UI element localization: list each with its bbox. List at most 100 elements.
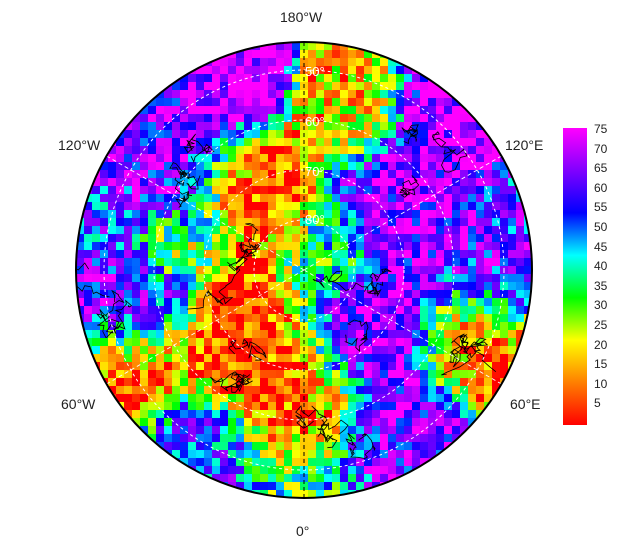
data-cell [436, 226, 445, 235]
data-cell [220, 394, 229, 403]
data-cell [180, 82, 189, 91]
data-cell [364, 434, 373, 443]
data-cell [380, 98, 389, 107]
data-cell [380, 314, 389, 323]
data-cell [420, 218, 429, 227]
data-cell [84, 210, 93, 219]
data-cell [484, 154, 493, 163]
data-cell [436, 162, 445, 171]
data-cell [372, 290, 381, 299]
data-cell [132, 274, 141, 283]
data-cell [220, 458, 229, 467]
data-cell [396, 98, 405, 107]
data-cell [268, 466, 277, 475]
coastline [441, 334, 489, 376]
data-cell [508, 186, 517, 195]
data-cell [196, 258, 205, 267]
data-cell [428, 210, 437, 219]
data-cell [348, 370, 357, 379]
data-cell [276, 330, 285, 339]
data-cell [276, 178, 285, 187]
data-cell [212, 282, 221, 291]
data-cell [372, 146, 381, 155]
data-cell [164, 266, 173, 275]
data-cell [132, 282, 141, 291]
data-cell [388, 354, 397, 363]
data-cell [204, 298, 213, 307]
data-cell [236, 154, 245, 163]
data-cell [332, 234, 341, 243]
data-cell [476, 226, 485, 235]
data-cell [484, 370, 493, 379]
data-cell [236, 282, 245, 291]
data-cell [348, 74, 357, 83]
data-cell [484, 250, 493, 259]
data-cell [228, 322, 237, 331]
data-cell [188, 194, 197, 203]
data-cell [484, 218, 493, 227]
data-cell [252, 194, 261, 203]
data-cell [372, 314, 381, 323]
data-cell [252, 66, 261, 75]
data-cell [268, 130, 277, 139]
data-cell [324, 210, 333, 219]
data-cell [332, 474, 341, 483]
data-cell [260, 338, 269, 347]
data-cell [188, 258, 197, 267]
data-cell [316, 450, 325, 459]
data-cell [484, 354, 493, 363]
data-cell [164, 178, 173, 187]
data-cell [252, 122, 261, 131]
data-cell [324, 226, 333, 235]
data-cell [444, 330, 453, 339]
data-cell [260, 346, 269, 355]
data-cell [244, 194, 253, 203]
data-cell [468, 186, 477, 195]
data-cell [492, 250, 501, 259]
data-cell [356, 330, 365, 339]
data-cell [164, 386, 173, 395]
data-cell [428, 346, 437, 355]
data-cell [100, 362, 109, 371]
data-cell [116, 394, 125, 403]
data-cell [340, 306, 349, 315]
data-cell [340, 266, 349, 275]
data-cell [148, 250, 157, 259]
data-cell [268, 122, 277, 131]
data-cell [420, 330, 429, 339]
data-cell [244, 74, 253, 83]
data-cell [204, 362, 213, 371]
data-cell [492, 282, 501, 291]
data-cell [412, 146, 421, 155]
data-cell [172, 242, 181, 251]
data-cell [380, 218, 389, 227]
data-cell [508, 250, 517, 259]
data-cell [380, 170, 389, 179]
data-cell [172, 258, 181, 267]
data-cell [268, 210, 277, 219]
data-cell [292, 418, 301, 427]
data-cell [364, 114, 373, 123]
data-cell [508, 298, 517, 307]
data-cell [156, 226, 165, 235]
data-cell [148, 386, 157, 395]
data-cell [404, 258, 413, 267]
data-cell [500, 242, 509, 251]
data-cell [108, 146, 117, 155]
data-cell [436, 114, 445, 123]
data-cell [228, 426, 237, 435]
data-cell [116, 202, 125, 211]
data-cell [340, 314, 349, 323]
data-cell [236, 258, 245, 267]
data-cell [212, 98, 221, 107]
data-cell [428, 386, 437, 395]
data-cell [76, 330, 85, 339]
data-cell [228, 274, 237, 283]
data-cell [412, 274, 421, 283]
data-cell [148, 314, 157, 323]
data-cell [204, 450, 213, 459]
data-cell [372, 274, 381, 283]
data-cell [428, 370, 437, 379]
data-cell [228, 338, 237, 347]
data-cell [188, 402, 197, 411]
